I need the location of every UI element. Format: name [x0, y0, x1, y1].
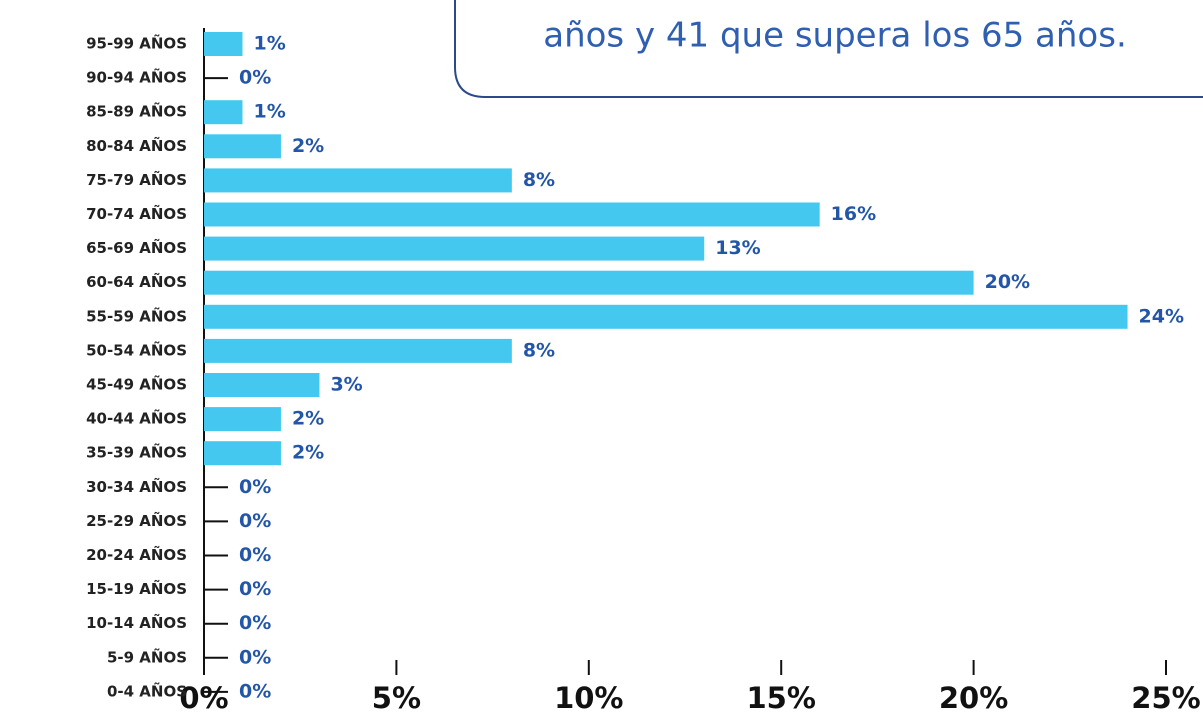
- data-label: 0%: [239, 67, 271, 89]
- bar: [204, 236, 705, 261]
- y-tick-label: 30-34 AÑOS: [86, 477, 187, 496]
- data-label: 8%: [523, 339, 555, 361]
- data-label: 0%: [239, 476, 271, 498]
- data-label: 16%: [831, 203, 876, 225]
- bar: [204, 407, 281, 432]
- y-tick-label: 85-89 AÑOS: [86, 102, 187, 121]
- y-tick-label: 90-94 AÑOS: [86, 68, 187, 87]
- y-tick-label: 80-84 AÑOS: [86, 136, 187, 155]
- y-tick-label: 0-4 AÑOS: [107, 681, 187, 700]
- data-label: 3%: [330, 374, 362, 396]
- bar: [204, 270, 974, 295]
- y-tick-label: 60-64 AÑOS: [86, 272, 187, 291]
- x-tick-label: 20%: [939, 681, 1008, 715]
- y-tick-label: 35-39 AÑOS: [86, 443, 187, 462]
- x-tick-label: 10%: [554, 681, 623, 715]
- callout-box: [454, 0, 1203, 98]
- x-tick-label: 25%: [1131, 681, 1200, 715]
- y-tick-label: 55-59 AÑOS: [86, 306, 187, 325]
- data-label: 8%: [523, 169, 555, 191]
- y-tick-label: 25-29 AÑOS: [86, 511, 187, 530]
- data-label: 0%: [239, 510, 271, 532]
- y-tick-label: 95-99 AÑOS: [86, 34, 187, 53]
- data-label: 1%: [253, 33, 285, 55]
- x-tick-label: 0%: [179, 681, 228, 715]
- bar: [204, 441, 281, 466]
- data-label: 2%: [292, 135, 324, 157]
- y-tick-label: 65-69 AÑOS: [86, 238, 187, 257]
- data-label: 2%: [292, 442, 324, 464]
- data-label: 24%: [1139, 305, 1184, 327]
- bar: [204, 338, 512, 363]
- y-tick-label: 50-54 AÑOS: [86, 340, 187, 359]
- bar: [204, 32, 243, 56]
- y-tick-label: 10-14 AÑOS: [86, 613, 187, 632]
- data-label: 1%: [253, 101, 285, 123]
- data-label: 13%: [715, 237, 760, 259]
- data-label: 0%: [239, 578, 271, 600]
- y-tick-label: 45-49 AÑOS: [86, 375, 187, 394]
- y-tick-label: 5-9 AÑOS: [107, 647, 187, 666]
- bar: [204, 100, 243, 125]
- data-label: 20%: [985, 271, 1030, 293]
- bar: [204, 202, 820, 227]
- y-tick-label: 20-24 AÑOS: [86, 545, 187, 564]
- y-tick-label: 40-44 AÑOS: [86, 409, 187, 428]
- bar: [204, 304, 1128, 329]
- y-tick-label: 75-79 AÑOS: [86, 170, 187, 189]
- bar: [204, 134, 281, 159]
- x-tick-label: 15%: [746, 681, 815, 715]
- x-tick-label: 5%: [372, 681, 421, 715]
- data-label: 0%: [239, 544, 271, 566]
- data-label: 0%: [239, 646, 271, 668]
- data-label: 2%: [292, 408, 324, 430]
- y-tick-label: 70-74 AÑOS: [86, 204, 187, 223]
- bar: [204, 168, 512, 193]
- annotation: años y 41 que supera los 65 años.: [543, 16, 1127, 56]
- y-tick-label: 15-19 AÑOS: [86, 579, 187, 598]
- data-label: 0%: [239, 680, 271, 702]
- bar: [204, 373, 320, 397]
- data-label: 0%: [239, 612, 271, 634]
